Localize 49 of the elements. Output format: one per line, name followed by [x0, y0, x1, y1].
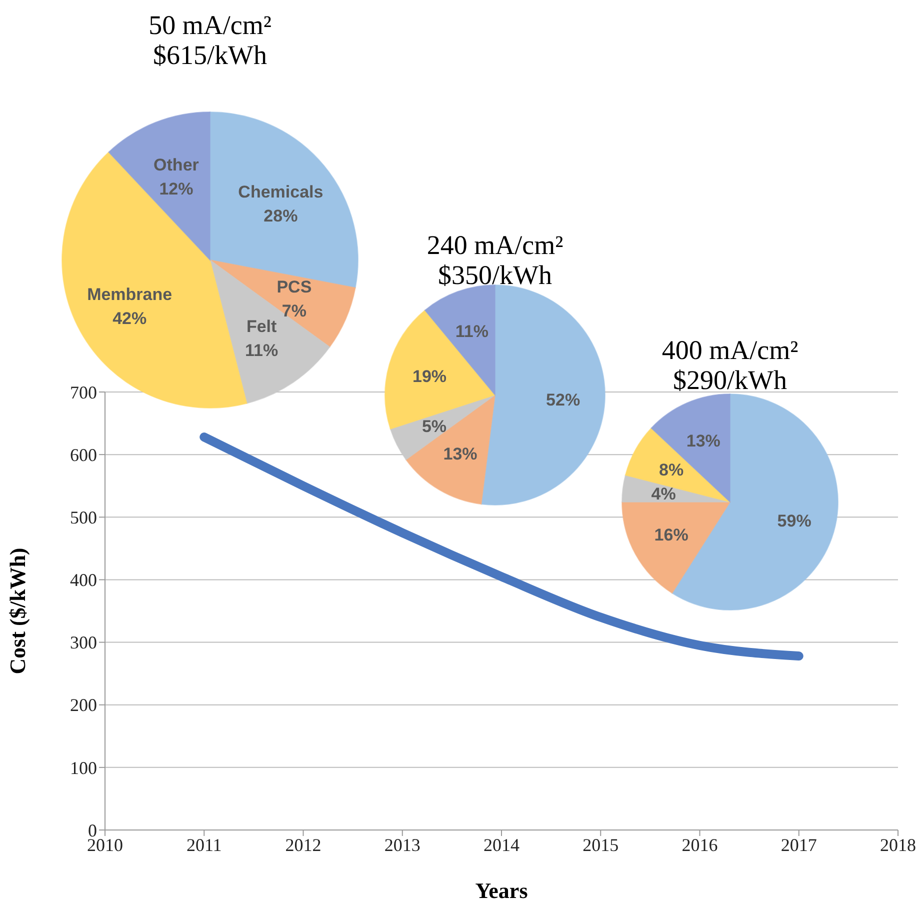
data-label: 59%: [777, 512, 812, 531]
y-tick-label: 600: [70, 444, 97, 465]
x-tick-label: 2012: [285, 834, 322, 855]
data-label: 42%: [112, 309, 147, 328]
y-tick-label: 200: [70, 695, 97, 716]
x-axis-title: Years: [475, 878, 528, 903]
y-tick-label: 0: [88, 820, 97, 840]
chart-title: 240 mA/cm²: [426, 230, 564, 260]
data-label: 52%: [546, 390, 580, 410]
x-tick-label: 2018: [880, 834, 916, 855]
pie-slice: [624, 428, 730, 502]
slice-label: Chemicals: [238, 182, 324, 202]
x-tick-label: 2014: [484, 834, 520, 855]
pie-slice: [622, 502, 730, 594]
slice-label: Other: [154, 156, 200, 175]
y-tick-label: 500: [70, 508, 97, 528]
chart-subtitle: $615/kWh: [152, 40, 268, 70]
data-label: 28%: [264, 206, 298, 226]
y-tick-label: 300: [70, 632, 97, 653]
x-tick-label: 2013: [384, 834, 420, 855]
data-label: 13%: [443, 444, 478, 464]
chart-title: 50 mA/cm²: [148, 10, 272, 40]
slice-label: Membrane: [87, 285, 172, 304]
y-tick-label: 100: [70, 758, 97, 778]
data-label: 13%: [686, 432, 720, 451]
x-tick-label: 2017: [780, 834, 817, 855]
x-tick-label: 2011: [186, 834, 222, 855]
data-label: 4%: [651, 484, 676, 504]
chart-subtitle: $290/kWh: [672, 365, 788, 395]
data-label: 12%: [159, 180, 194, 199]
data-label: 8%: [659, 460, 684, 480]
chart-title: 400 mA/cm²: [660, 335, 800, 365]
data-label: 11%: [245, 340, 278, 360]
pie-slice: [406, 394, 496, 505]
slice-label: PCS: [276, 277, 312, 296]
data-label: 16%: [654, 525, 688, 544]
data-label: 7%: [282, 301, 306, 320]
slice-label: Felt: [246, 316, 278, 336]
pie-slice: [108, 112, 210, 260]
y-axis-title: Cost ($/kWh): [4, 548, 30, 674]
data-label: 11%: [455, 322, 488, 341]
x-tick-label: 2015: [582, 834, 619, 855]
data-label: 5%: [422, 416, 447, 436]
chart-subtitle: $350/kWh: [437, 260, 553, 290]
y-tick-label: 700: [70, 382, 97, 402]
x-tick-label: 2016: [682, 834, 718, 855]
data-label: 19%: [412, 366, 447, 386]
pie-slice: [650, 394, 730, 502]
y-tick-label: 400: [70, 570, 97, 590]
